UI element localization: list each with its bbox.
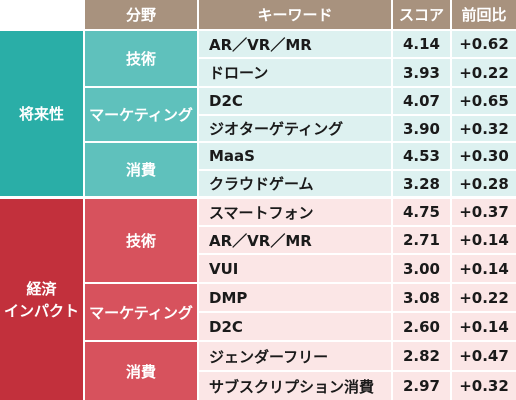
change-cell: +0.14: [452, 255, 516, 282]
header-change: 前回比: [452, 0, 516, 29]
score-cell: 4.75: [393, 199, 450, 225]
group-label: 将来性: [18, 104, 64, 123]
header-corner: [0, 0, 83, 29]
score-cell: 4.14: [393, 31, 450, 57]
score-cell: 2.82: [393, 342, 450, 370]
header-field: 分野: [85, 0, 197, 29]
keyword-cell: ドローン: [199, 59, 391, 86]
score-cell: 3.08: [393, 284, 450, 311]
keyword-cell: クラウドゲーム: [199, 171, 391, 196]
keyword-cell: DMP: [199, 284, 391, 311]
group-future-potential: 将来性: [0, 31, 83, 196]
score-cell: 2.71: [393, 227, 450, 253]
score-cell: 3.90: [393, 116, 450, 141]
group-economic-impact: 経済 インパクト: [0, 199, 83, 400]
keyword-cell: D2C: [199, 313, 391, 340]
group-label-line-2: インパクト: [3, 301, 79, 320]
subgroup-consumption: 消費: [85, 342, 197, 400]
change-cell: +0.22: [452, 59, 516, 86]
score-cell: 3.28: [393, 171, 450, 196]
score-cell: 3.00: [393, 255, 450, 282]
keyword-cell: AR／VR／MR: [199, 227, 391, 253]
keyword-cell: ジェンダーフリー: [199, 342, 391, 370]
keyword-cell: ジオターゲティング: [199, 116, 391, 141]
subgroup-technology: 技術: [85, 31, 197, 86]
score-cell: 4.07: [393, 88, 450, 114]
change-cell: +0.14: [452, 227, 516, 253]
change-cell: +0.30: [452, 143, 516, 169]
change-cell: +0.32: [452, 116, 516, 141]
group-label-line-1: 経済: [26, 279, 57, 298]
keyword-cell: MaaS: [199, 143, 391, 169]
subgroup-consumption: 消費: [85, 143, 197, 196]
subgroup-marketing: マーケティング: [85, 284, 197, 340]
score-cell: 3.93: [393, 59, 450, 86]
score-cell: 2.60: [393, 313, 450, 340]
change-cell: +0.14: [452, 313, 516, 340]
keyword-cell: スマートフォン: [199, 199, 391, 225]
change-cell: +0.32: [452, 372, 516, 400]
change-cell: +0.28: [452, 171, 516, 196]
change-cell: +0.47: [452, 342, 516, 370]
change-cell: +0.22: [452, 284, 516, 311]
header-score: スコア: [393, 0, 450, 29]
score-cell: 2.97: [393, 372, 450, 400]
change-cell: +0.65: [452, 88, 516, 114]
score-cell: 4.53: [393, 143, 450, 169]
change-cell: +0.62: [452, 31, 516, 57]
keyword-cell: サブスクリプション消費: [199, 372, 391, 400]
change-cell: +0.37: [452, 199, 516, 225]
keyword-cell: VUI: [199, 255, 391, 282]
subgroup-technology: 技術: [85, 199, 197, 282]
subgroup-marketing: マーケティング: [85, 88, 197, 141]
keyword-cell: AR／VR／MR: [199, 31, 391, 57]
header-keyword: キーワード: [199, 0, 391, 29]
keyword-cell: D2C: [199, 88, 391, 114]
